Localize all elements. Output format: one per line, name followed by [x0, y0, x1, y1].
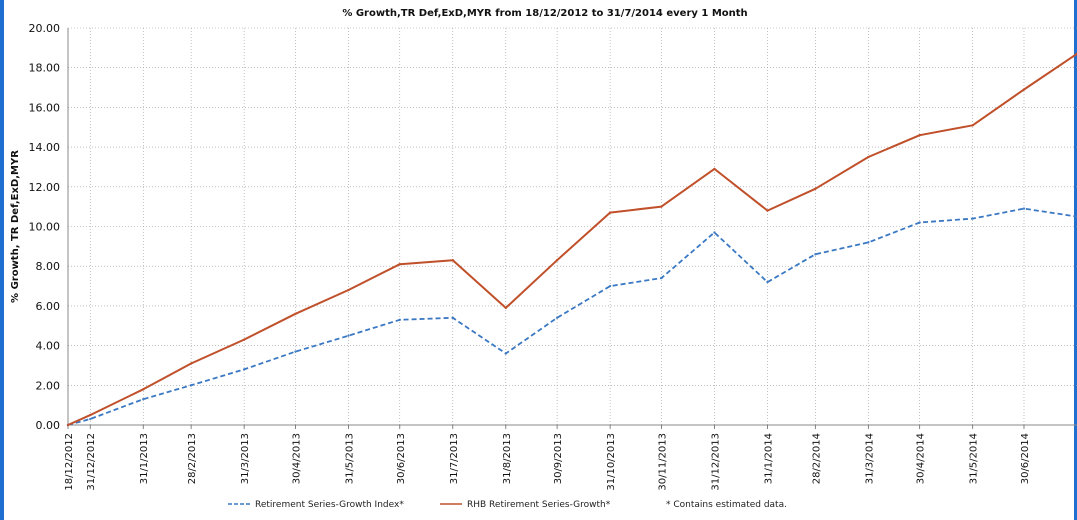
data-point	[867, 155, 870, 159]
data-point	[504, 352, 508, 355]
data-point	[971, 124, 974, 127]
grid-lines	[67, 27, 1077, 426]
x-tick-label: 30/6/2013	[396, 433, 407, 484]
data-point	[242, 368, 246, 371]
data-point	[713, 167, 716, 171]
x-tick-label: 28/2/2013	[187, 433, 198, 484]
legend-label-1: Retirement Series-Growth Index*	[255, 500, 404, 510]
data-point	[660, 276, 663, 280]
data-point	[971, 217, 974, 220]
data-point	[608, 284, 612, 288]
legend-label-2: RHB Retirement Series-Growth*	[467, 500, 611, 510]
y-tick-label: 10.00	[29, 221, 61, 234]
x-tick-label: 31/1/2014	[763, 433, 774, 484]
data-point	[66, 423, 70, 427]
y-tick-label: 14.00	[29, 141, 61, 154]
series-line-1	[67, 207, 1077, 426]
data-point	[713, 231, 716, 234]
data-point	[918, 133, 921, 137]
data-point	[660, 205, 663, 208]
x-tick-label: 30/6/2014	[1020, 433, 1031, 484]
data-point	[142, 397, 145, 401]
data-point	[867, 241, 870, 244]
x-tick-label: 31/10/2013	[606, 433, 617, 491]
data-point	[89, 413, 92, 417]
y-tick-label: 12.00	[29, 181, 61, 194]
series-layer	[66, 52, 1077, 427]
x-tick-label: 31/12/2012	[86, 433, 97, 491]
data-point	[504, 306, 508, 310]
data-point	[189, 362, 193, 365]
data-point	[1022, 88, 1026, 91]
y-tick-label: 8.00	[36, 260, 61, 273]
data-point	[242, 338, 246, 341]
y-tick-label: 6.00	[36, 300, 61, 313]
data-point	[398, 318, 401, 321]
x-tick-label: 31/7/2013	[449, 433, 460, 484]
data-point	[89, 417, 92, 421]
series-line-2	[67, 52, 1077, 426]
x-tick-label: 31/12/2013	[710, 433, 721, 491]
data-point	[294, 312, 297, 316]
x-tick-label: 18/12/2012	[64, 433, 75, 491]
data-point	[347, 334, 350, 337]
data-point	[294, 350, 297, 353]
data-point	[189, 384, 193, 387]
y-tick-label: 2.00	[36, 379, 61, 392]
legend-note: * Contains estimated data.	[666, 500, 787, 510]
data-point	[142, 388, 145, 391]
data-point	[766, 280, 769, 284]
y-axis-label: % Growth, TR Def,ExD,MYR	[10, 150, 21, 303]
y-tick-label: 18.00	[29, 62, 61, 75]
x-tick-label: 31/5/2013	[344, 433, 355, 484]
data-point	[555, 316, 559, 320]
x-tick-label: 31/5/2014	[969, 433, 980, 484]
axes	[67, 28, 1077, 426]
data-point	[814, 253, 817, 256]
data-point	[398, 263, 401, 266]
y-tick-label: 20.00	[29, 22, 61, 35]
x-tick-label: 31/3/2014	[864, 433, 875, 484]
data-point	[451, 259, 454, 262]
data-point	[766, 209, 769, 212]
y-tick-label: 16.00	[29, 101, 61, 114]
data-point	[1022, 207, 1026, 210]
chart-title: % Growth,TR Def,ExD,MYR from 18/12/2012 …	[342, 8, 747, 19]
data-point	[814, 187, 817, 190]
x-tick-label: 30/4/2013	[291, 433, 302, 484]
x-tick-label: 31/8/2013	[502, 433, 513, 484]
x-tick-label: 31/1/2013	[139, 433, 150, 484]
legend: Retirement Series-Growth Index* RHB Retir…	[228, 500, 787, 510]
x-tick-label: 31/3/2013	[240, 433, 251, 484]
x-axis-ticks: 18/12/2012 31/12/2012 31/1/2013 28/2/2013 31…	[64, 425, 1031, 491]
x-tick-label: 30/9/2013	[553, 433, 564, 484]
x-tick-label: 28/2/2014	[811, 433, 822, 484]
x-tick-label: 30/4/2014	[916, 433, 927, 484]
data-point	[608, 211, 612, 214]
data-point	[347, 288, 350, 292]
y-tick-label: 0.00	[36, 419, 61, 432]
y-tick-label: 4.00	[36, 340, 61, 353]
data-point	[451, 316, 454, 320]
data-point	[555, 259, 559, 262]
y-axis-ticks: 0.00 2.00 4.00 6.00 8.00 10.00 12.00 14.00 16.00…	[29, 22, 61, 432]
data-point	[918, 221, 921, 224]
x-tick-label: 30/11/2013	[657, 433, 668, 491]
